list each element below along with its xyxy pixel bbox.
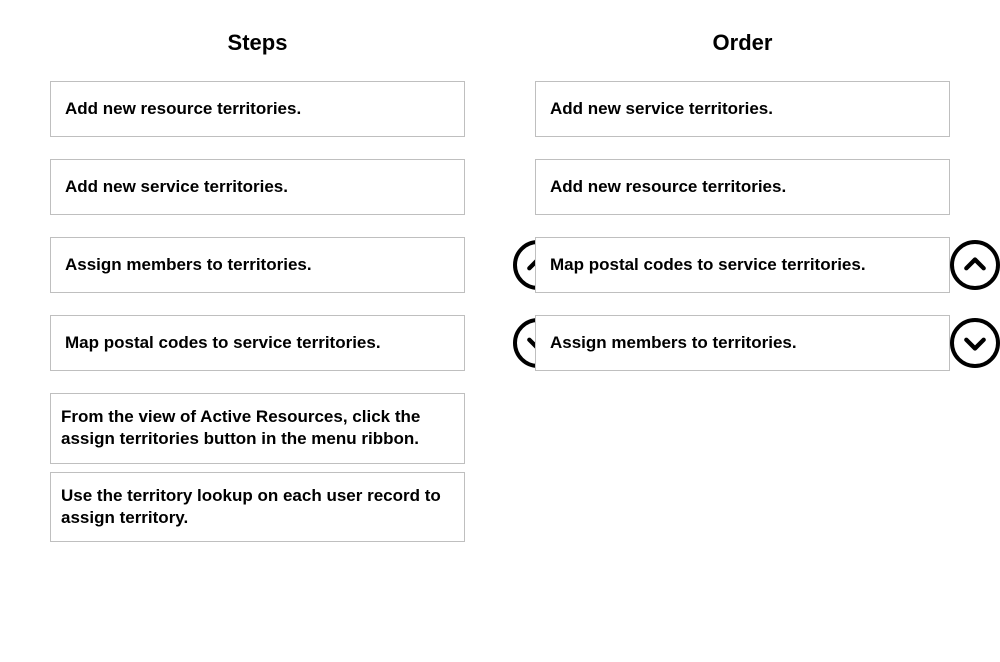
step-item[interactable]: Add new resource territories. <box>50 81 465 137</box>
order-item[interactable]: Map postal codes to service territories. <box>535 237 950 293</box>
order-row: Map postal codes to service territories. <box>535 237 950 293</box>
main-container: Steps Add new resource territories. Add … <box>0 0 1000 580</box>
order-row: Assign members to territories. <box>535 315 950 371</box>
order-row: Add new resource territories. <box>535 159 950 215</box>
order-column: Order Add new service territories. Add n… <box>535 30 950 550</box>
order-item[interactable]: Add new resource territories. <box>535 159 950 215</box>
order-row: Add new service territories. <box>535 81 950 137</box>
step-item[interactable]: Add new service territories. <box>50 159 465 215</box>
order-header: Order <box>535 30 950 56</box>
steps-column: Steps Add new resource territories. Add … <box>50 30 465 550</box>
order-item[interactable]: Add new service territories. <box>535 81 950 137</box>
step-item[interactable]: Map postal codes to service territories. <box>50 315 465 371</box>
step-item[interactable]: Assign members to territories. <box>50 237 465 293</box>
chevron-down-icon[interactable] <box>950 318 1000 368</box>
step-item[interactable]: From the view of Active Resources, click… <box>50 393 465 463</box>
steps-header: Steps <box>50 30 465 56</box>
order-item[interactable]: Assign members to territories. <box>535 315 950 371</box>
step-item[interactable]: Use the territory lookup on each user re… <box>50 472 465 542</box>
chevron-up-icon[interactable] <box>950 240 1000 290</box>
